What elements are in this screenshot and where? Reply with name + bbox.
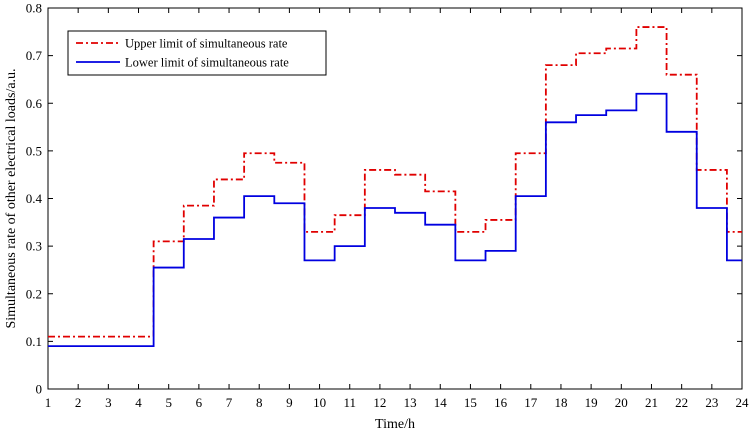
y-tick-label: 0.7 — [26, 48, 43, 63]
legend: Upper limit of simultaneous rate Lower l… — [67, 30, 327, 76]
x-tick-label: 7 — [226, 395, 233, 410]
x-tick-label: 21 — [645, 395, 658, 410]
x-tick-label: 15 — [464, 395, 477, 410]
x-tick-label: 24 — [736, 395, 750, 410]
x-tick-label: 4 — [135, 395, 142, 410]
x-tick-label: 10 — [313, 395, 326, 410]
series-group — [48, 26, 742, 348]
x-axis-title: Time/h — [375, 417, 415, 432]
x-tick-label: 17 — [524, 395, 538, 410]
y-tick-label: 0.8 — [26, 1, 42, 16]
x-tick-label: 6 — [196, 395, 203, 410]
legend-label-lower: Lower limit of simultaneous rate — [125, 56, 289, 70]
y-tick-label: 0.2 — [26, 286, 42, 301]
x-tick-label: 12 — [373, 395, 386, 410]
x-tick-label: 16 — [494, 395, 508, 410]
x-tick-label: 14 — [434, 395, 448, 410]
x-tick-label: 5 — [165, 395, 172, 410]
x-tick-label: 20 — [615, 395, 628, 410]
series-line-lower — [48, 92, 742, 348]
x-tick-label: 23 — [705, 395, 718, 410]
y-tick-label: 0.3 — [26, 239, 42, 254]
legend-box — [67, 30, 327, 76]
x-tick-label: 19 — [585, 395, 598, 410]
x-tick-label: 2 — [75, 395, 82, 410]
x-tick-label: 9 — [286, 395, 293, 410]
x-tick-label: 11 — [343, 395, 356, 410]
series-line-upper — [48, 26, 742, 338]
y-tick-label: 0.6 — [26, 96, 43, 111]
x-tick-label: 22 — [675, 395, 688, 410]
x-tick-label: 18 — [554, 395, 567, 410]
x-tick-label: 1 — [45, 395, 52, 410]
legend-label-upper: Upper limit of simultaneous rate — [125, 37, 288, 51]
y-tick-label: 0.1 — [26, 334, 42, 349]
x-tick-label: 3 — [105, 395, 112, 410]
x-tick-label: 13 — [404, 395, 417, 410]
y-tick-label: 0 — [36, 382, 43, 397]
axes: 1 2 3 4 5 6 7 8 9 10 11 12 13 14 15 16 17 18 19 20 21 22 23 240… — [26, 1, 749, 411]
y-tick-label: 0.4 — [26, 191, 43, 206]
x-tick-label: 8 — [256, 395, 263, 410]
y-tick-label: 0.5 — [26, 143, 42, 158]
y-axis-title: Simultaneous rate of other electrical lo… — [4, 68, 19, 328]
